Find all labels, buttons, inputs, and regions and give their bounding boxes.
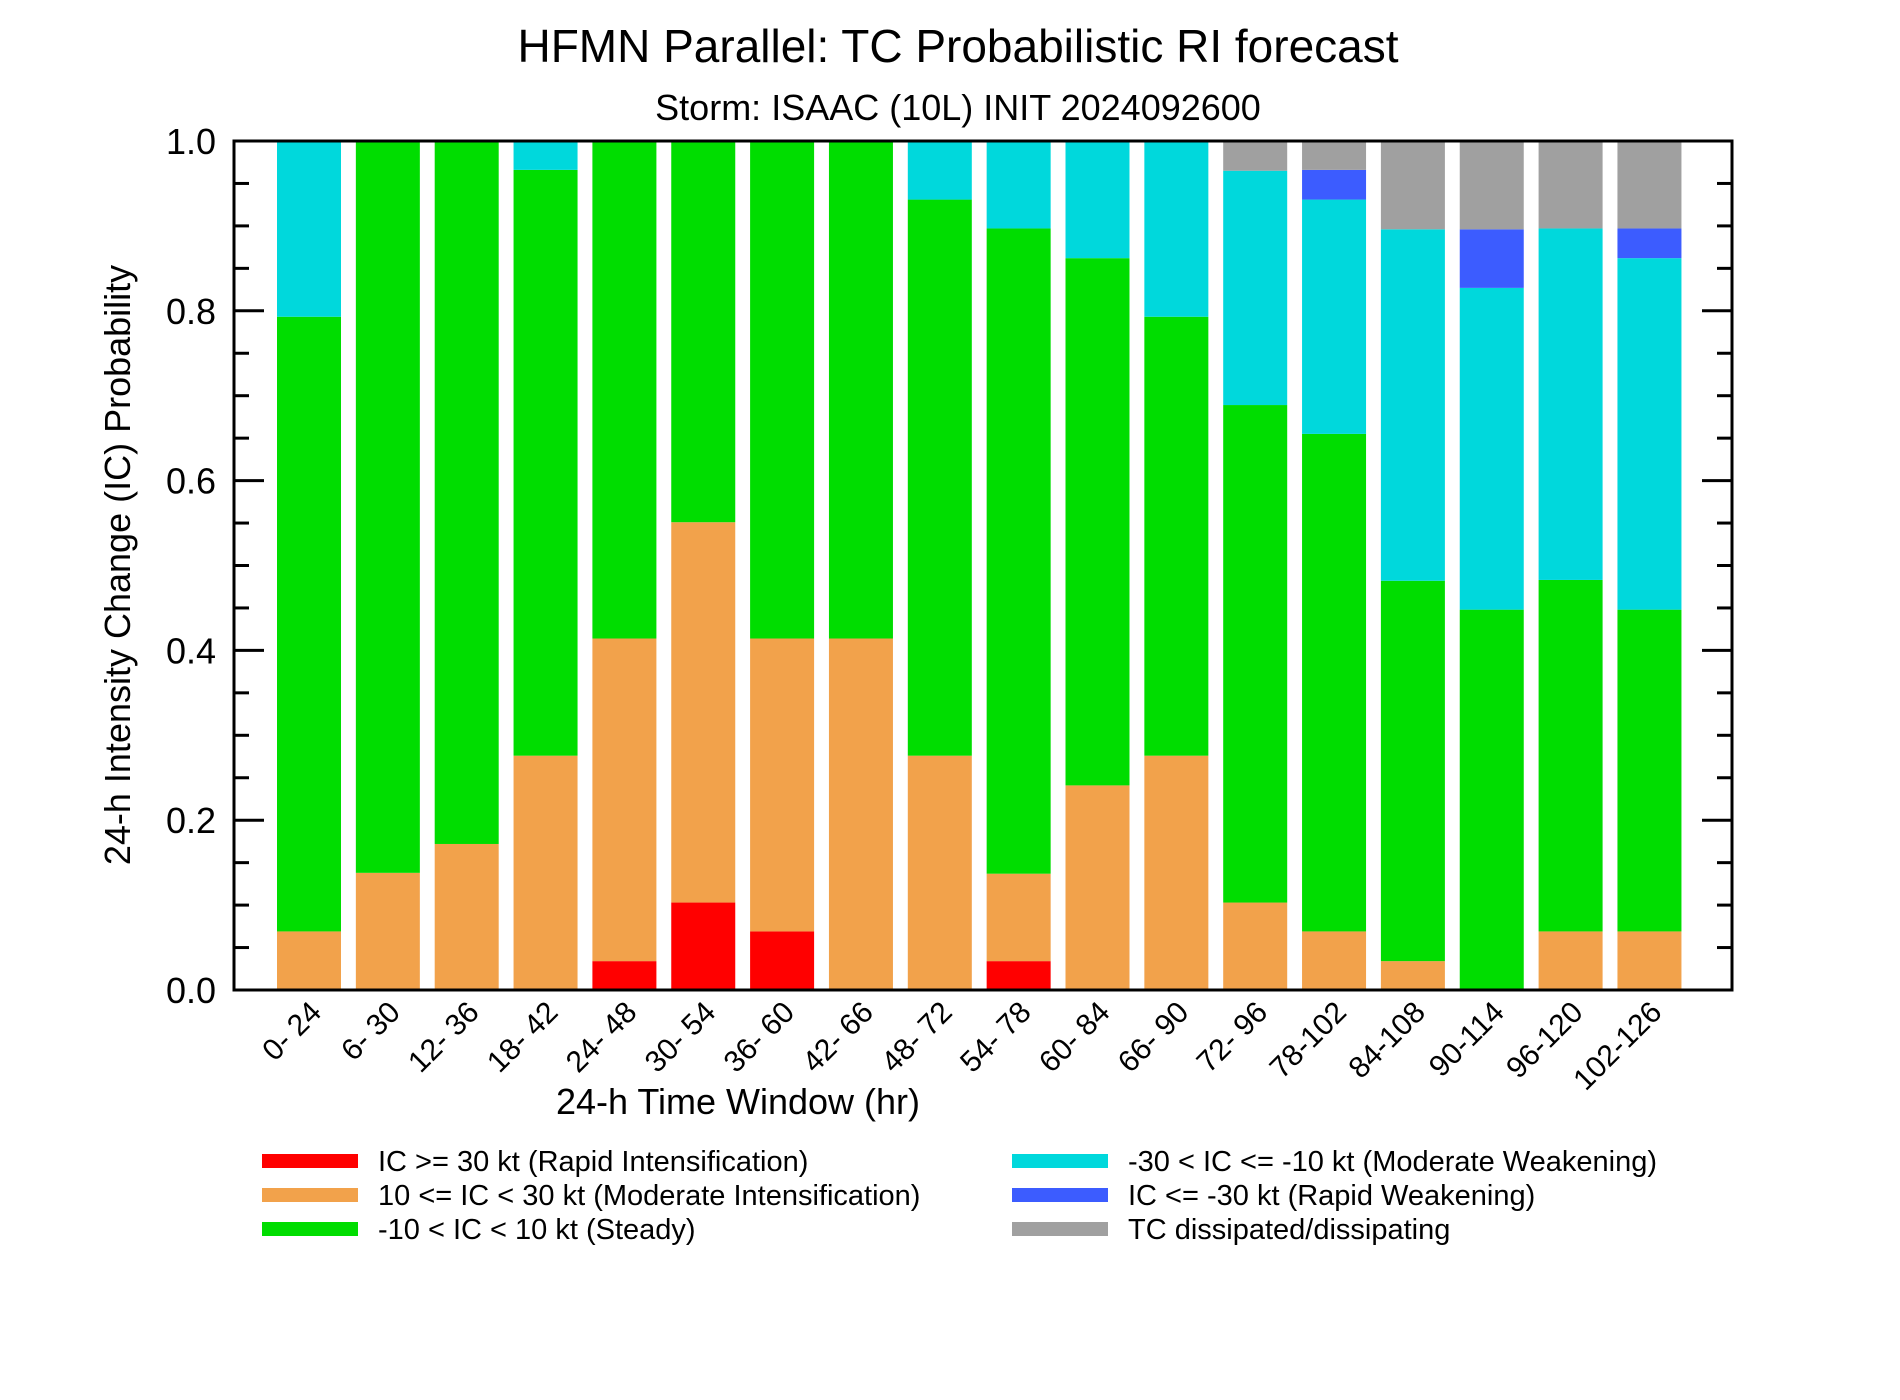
bar-segment-6-16 (1459, 141, 1524, 230)
bar-segment-1-10 (986, 961, 1051, 990)
bar-segment-2-13 (1223, 902, 1288, 990)
bar-segment-3-6 (671, 141, 736, 523)
bar-segment-5-18 (1617, 228, 1682, 259)
bar-segment-3-14 (1302, 433, 1367, 932)
bar-segment-6-18 (1617, 141, 1682, 229)
bar-segment-3-18 (1617, 609, 1682, 932)
bar-segment-3-15 (1380, 580, 1445, 962)
bar-segment-3-3 (434, 141, 499, 844)
bar-segment-2-15 (1380, 961, 1445, 990)
bar-segment-2-12 (1144, 755, 1209, 990)
bar-segment-6-17 (1538, 141, 1603, 229)
bar-segment-3-5 (592, 141, 657, 639)
bar-segment-4-11 (1065, 141, 1130, 259)
bar-segment-5-16 (1459, 229, 1524, 288)
bar-segment-3-13 (1223, 405, 1288, 903)
bar-segment-3-1 (277, 316, 341, 932)
bar-segment-4-9 (907, 141, 972, 200)
bar-segment-6-15 (1380, 141, 1445, 230)
bar-segment-2-7 (750, 638, 815, 932)
y-tick-label: 0.6 (166, 461, 216, 502)
legend-swatch-5 (1012, 1188, 1108, 1202)
bar-segment-3-16 (1459, 609, 1524, 990)
bar-segment-4-12 (1144, 141, 1209, 317)
legend-swatch-4 (1012, 1154, 1108, 1168)
bar-segment-4-13 (1223, 170, 1288, 406)
bar-segment-2-1 (277, 931, 341, 990)
bar-segment-3-12 (1144, 316, 1209, 756)
bar-segment-3-11 (1065, 258, 1130, 786)
legend-swatch-3 (262, 1222, 358, 1236)
bar-segment-2-17 (1538, 931, 1603, 990)
y-axis-label: 24-h Intensity Change (IC) Probability (97, 265, 138, 865)
bar-segment-1-6 (671, 902, 736, 990)
legend: IC >= 30 kt (Rapid Intensification)10 <=… (262, 1146, 1657, 1246)
y-tick-label: 0.0 (166, 970, 216, 1011)
legend-label-2: 10 <= IC < 30 kt (Moderate Intensificati… (378, 1180, 920, 1212)
chart-title: HFMN Parallel: TC Probabilistic RI forec… (517, 20, 1398, 72)
legend-label-3: -10 < IC < 10 kt (Steady) (378, 1214, 696, 1246)
legend-label-4: -30 < IC <= -10 kt (Moderate Weakening) (1128, 1146, 1657, 1178)
bar-segment-3-2 (355, 141, 420, 873)
bar-segment-2-10 (986, 873, 1051, 962)
bar-segment-4-17 (1538, 228, 1603, 580)
bar-segment-4-18 (1617, 258, 1682, 610)
bars-layer (277, 141, 1682, 990)
bar-segment-4-15 (1380, 229, 1445, 581)
bar-segment-2-4 (513, 755, 578, 990)
bar-segment-3-4 (513, 169, 578, 756)
bar-segment-3-17 (1538, 579, 1603, 932)
legend-swatch-2 (262, 1188, 358, 1202)
bar-segment-6-14 (1302, 141, 1367, 170)
bar-segment-4-1 (277, 141, 341, 317)
bar-segment-2-5 (592, 638, 657, 962)
bar-segment-4-14 (1302, 199, 1367, 434)
bar-segment-2-3 (434, 843, 499, 990)
bar-segment-2-11 (1065, 785, 1130, 990)
bar-segment-6-13 (1223, 141, 1288, 171)
chart-subtitle: Storm: ISAAC (10L) INIT 2024092600 (655, 87, 1261, 128)
bar-segment-3-8 (828, 141, 893, 639)
y-tick-label: 0.2 (166, 800, 216, 841)
y-tick-label: 0.8 (166, 291, 216, 332)
bar-segment-4-4 (513, 141, 578, 170)
bar-segment-1-7 (750, 931, 815, 990)
y-tick-label: 1.0 (166, 121, 216, 162)
legend-label-5: IC <= -30 kt (Rapid Weakening) (1128, 1180, 1535, 1212)
bar-segment-4-10 (986, 141, 1051, 229)
legend-label-6: TC dissipated/dissipating (1128, 1214, 1450, 1246)
bar-segment-2-18 (1617, 931, 1682, 990)
bar-segment-1-5 (592, 961, 657, 990)
bar-segment-2-2 (355, 872, 420, 990)
bar-segment-3-10 (986, 228, 1051, 874)
y-tick-label: 0.4 (166, 630, 216, 671)
legend-swatch-1 (262, 1154, 358, 1168)
bar-segment-3-9 (907, 199, 972, 756)
bar-segment-4-16 (1459, 287, 1524, 610)
bar-segment-5-14 (1302, 169, 1367, 200)
bar-segment-3-7 (750, 141, 815, 639)
legend-swatch-6 (1012, 1222, 1108, 1236)
legend-label-1: IC >= 30 kt (Rapid Intensification) (378, 1146, 808, 1178)
bar-segment-2-9 (907, 755, 972, 990)
bar-segment-2-14 (1302, 931, 1367, 990)
bar-segment-2-8 (828, 638, 893, 990)
x-axis-label: 24-h Time Window (hr) (556, 1081, 920, 1122)
bar-segment-2-6 (671, 522, 736, 903)
